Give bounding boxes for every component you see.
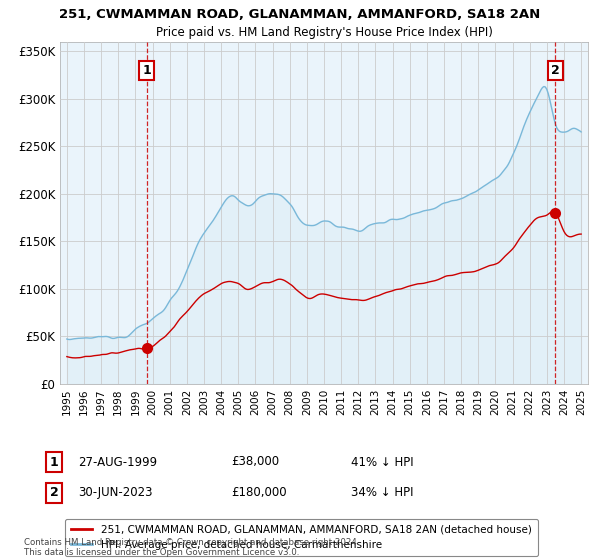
Text: 30-JUN-2023: 30-JUN-2023 xyxy=(78,486,152,500)
Title: Price paid vs. HM Land Registry's House Price Index (HPI): Price paid vs. HM Land Registry's House … xyxy=(155,26,493,39)
Text: 251, CWMAMMAN ROAD, GLANAMMAN, AMMANFORD, SA18 2AN: 251, CWMAMMAN ROAD, GLANAMMAN, AMMANFORD… xyxy=(59,8,541,21)
Text: 41% ↓ HPI: 41% ↓ HPI xyxy=(351,455,413,469)
Legend: 251, CWMAMMAN ROAD, GLANAMMAN, AMMANFORD, SA18 2AN (detached house), HPI: Averag: 251, CWMAMMAN ROAD, GLANAMMAN, AMMANFORD… xyxy=(65,519,538,556)
Text: Contains HM Land Registry data © Crown copyright and database right 2024.
This d: Contains HM Land Registry data © Crown c… xyxy=(24,538,359,557)
Text: £38,000: £38,000 xyxy=(231,455,279,469)
Text: £180,000: £180,000 xyxy=(231,486,287,500)
Text: 1: 1 xyxy=(50,455,58,469)
Text: 1: 1 xyxy=(142,64,151,77)
Text: 27-AUG-1999: 27-AUG-1999 xyxy=(78,455,157,469)
Text: 2: 2 xyxy=(50,486,58,500)
Text: 2: 2 xyxy=(551,64,560,77)
Text: 34% ↓ HPI: 34% ↓ HPI xyxy=(351,486,413,500)
